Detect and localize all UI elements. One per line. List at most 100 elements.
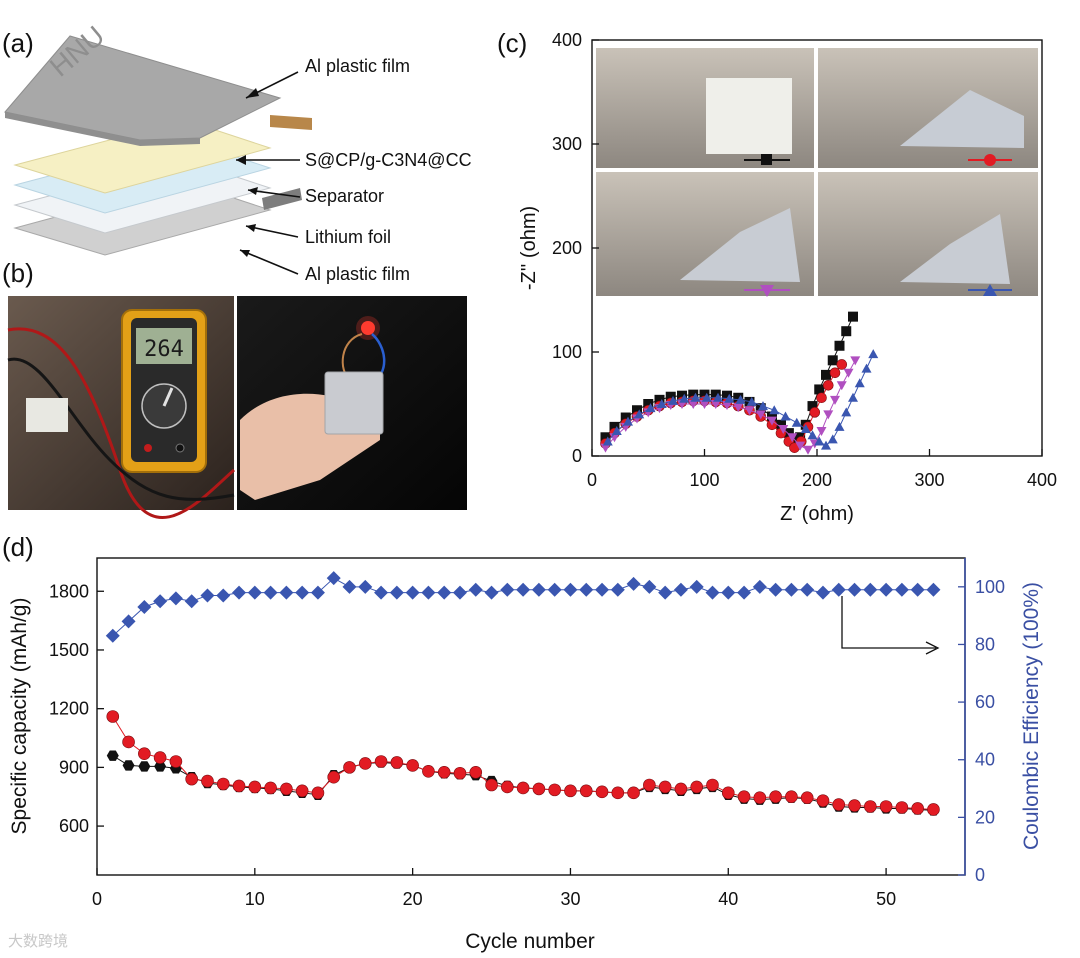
callout-line-5 bbox=[239, 249, 299, 275]
arrowhead-1 bbox=[246, 88, 259, 98]
led-halo bbox=[356, 316, 380, 340]
c-point bbox=[767, 411, 777, 422]
arrowhead-3 bbox=[248, 187, 258, 195]
ce-axis-arrow-line bbox=[841, 596, 936, 649]
c-point bbox=[722, 390, 732, 401]
c-point bbox=[836, 359, 848, 370]
d-y2-tick-label: 40 bbox=[975, 750, 995, 770]
c-x-axis-label: Z' (ohm) bbox=[780, 503, 854, 525]
d-point bbox=[453, 766, 467, 780]
callout-cathode: S@CP/g-C3N4@CC bbox=[305, 150, 472, 170]
d-y-tick-label: 1800 bbox=[49, 581, 89, 601]
d-point bbox=[784, 582, 799, 597]
c-y-tick-label: 200 bbox=[552, 238, 582, 258]
d-point bbox=[627, 786, 640, 800]
panel-b-label: (b) bbox=[2, 258, 34, 288]
d-point bbox=[752, 579, 767, 594]
led-glow bbox=[361, 321, 375, 335]
c-point bbox=[795, 441, 806, 451]
c-point bbox=[620, 412, 631, 423]
d-point bbox=[847, 582, 862, 597]
d-y-tick-label: 1500 bbox=[49, 640, 89, 660]
c-point bbox=[787, 433, 798, 443]
legend-marker-flat bbox=[761, 154, 772, 165]
d-x-tick-label: 30 bbox=[560, 889, 580, 909]
d-point bbox=[673, 582, 688, 597]
legend-marker-bent bbox=[984, 154, 996, 166]
c-y-tick-label: 400 bbox=[552, 30, 582, 50]
panel-c: (c) 0 100 200 300 400 0 100 200 300 400 bbox=[497, 28, 1057, 525]
watermark: 大数跨境 bbox=[8, 932, 68, 950]
ce-axis-arrow bbox=[841, 596, 940, 655]
d-point bbox=[564, 784, 577, 798]
d-point bbox=[216, 588, 231, 603]
c-point bbox=[776, 419, 786, 430]
c-point bbox=[600, 432, 611, 443]
c-point bbox=[668, 395, 678, 405]
c-point bbox=[609, 421, 620, 432]
c-point bbox=[688, 389, 699, 400]
multimeter-port-red bbox=[144, 444, 152, 452]
c-point bbox=[755, 410, 766, 420]
d-point bbox=[895, 801, 909, 814]
c-point bbox=[746, 396, 757, 406]
d-point bbox=[785, 790, 798, 804]
c-point bbox=[643, 399, 654, 409]
c-point bbox=[713, 392, 723, 402]
d-y-tick-label: 600 bbox=[59, 816, 89, 836]
c-point bbox=[722, 401, 732, 411]
callout-lithium-foil: Lithium foil bbox=[305, 227, 391, 247]
d-point bbox=[122, 760, 135, 771]
d-point bbox=[452, 585, 467, 600]
panel-a-label: (a) bbox=[2, 28, 34, 58]
c-point bbox=[609, 433, 620, 443]
c-point bbox=[632, 405, 642, 416]
d-y2-tick-label: 0 bbox=[975, 865, 985, 885]
c-point bbox=[677, 390, 687, 401]
d-point bbox=[168, 591, 183, 606]
d-point bbox=[406, 759, 419, 772]
c-point bbox=[688, 400, 699, 409]
c-point bbox=[816, 392, 827, 404]
c-point bbox=[836, 381, 847, 391]
c-point bbox=[623, 416, 633, 426]
d-point bbox=[610, 582, 625, 597]
d-point bbox=[216, 777, 230, 791]
photo-folded-pouch bbox=[680, 208, 800, 282]
callout-separator: Separator bbox=[305, 186, 384, 206]
d-point bbox=[674, 782, 688, 796]
d-point bbox=[247, 585, 262, 600]
d-y2-tick-label: 100 bbox=[975, 577, 1005, 597]
d-x-tick-label: 10 bbox=[245, 889, 265, 909]
d-point bbox=[390, 756, 404, 769]
c-point bbox=[830, 395, 840, 405]
c-point bbox=[710, 400, 721, 409]
ce-axis-arrow-head bbox=[925, 641, 940, 655]
d-point bbox=[263, 585, 278, 600]
d-axes: 0 10 20 30 40 50 600 900 1200 1500 1800 0 20 40 60 80 10… bbox=[49, 558, 1005, 909]
c-x-tick-label: 300 bbox=[914, 470, 944, 490]
d-point bbox=[468, 582, 483, 597]
d-point bbox=[879, 582, 894, 597]
c-point bbox=[690, 392, 701, 402]
layer-al-film-top-edge bbox=[5, 112, 200, 146]
d-point bbox=[358, 579, 373, 594]
panel-a: (a) HNU Al plastic film bbox=[2, 20, 472, 284]
arrowhead-5 bbox=[240, 250, 250, 257]
d-point bbox=[927, 803, 940, 816]
photo-twisted-pouch bbox=[900, 214, 1010, 284]
c-point bbox=[821, 440, 831, 450]
d-point bbox=[768, 582, 783, 597]
c-point bbox=[744, 406, 755, 416]
d-point bbox=[374, 755, 388, 768]
d-point bbox=[138, 761, 151, 772]
c-point bbox=[645, 403, 656, 413]
c-x-tick-label: 0 bbox=[587, 470, 597, 490]
tab-anode bbox=[262, 188, 302, 210]
c-point bbox=[767, 416, 777, 426]
d-point bbox=[343, 761, 356, 774]
d-y2-tick-label: 20 bbox=[975, 807, 995, 827]
c-point bbox=[834, 421, 845, 431]
c-point bbox=[809, 407, 821, 418]
